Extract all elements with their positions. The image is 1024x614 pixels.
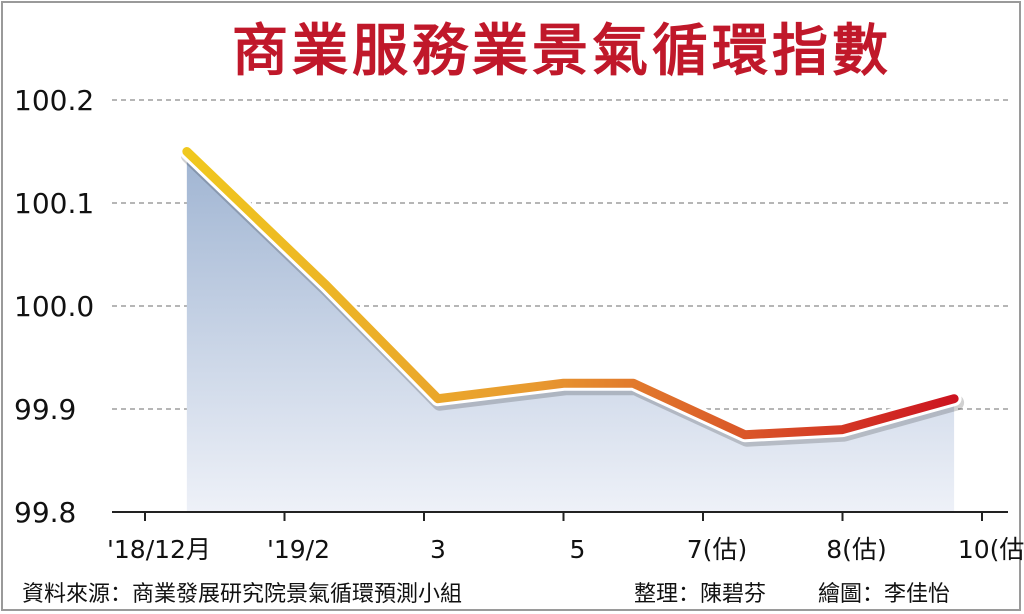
series-line (179, 144, 965, 447)
x-tick-labels: '18/12月 '19/2 3 5 7(估) 8(估) 10(估) (107, 535, 1024, 564)
series-line-path (182, 147, 959, 440)
y-tick-label: 99.8 (14, 496, 76, 529)
x-tick-label: 10(估) (958, 535, 1024, 564)
x-tick-label: 5 (570, 535, 586, 564)
x-tick-label: '18/12月 (107, 535, 211, 564)
footer-illustrator: 繪圖：李佳怡 (818, 582, 951, 607)
x-tick-label: 3 (430, 535, 446, 564)
y-tick-label: 100.0 (14, 290, 94, 323)
area-shape (186, 151, 955, 512)
x-axis (112, 511, 1008, 521)
x-tick-label: '19/2 (267, 535, 330, 564)
chart-title: 商業服務業景氣循環指數 (232, 19, 892, 84)
y-tick-label: 100.2 (14, 84, 94, 117)
footer-source: 資料來源：商業發展研究院景氣循環預測小組 (22, 582, 463, 607)
x-tick-label: 7(估) (687, 535, 747, 564)
y-tick-label: 100.1 (14, 187, 94, 220)
footer-editor: 整理：陳碧芬 (634, 582, 767, 607)
y-tick-labels: 100.2 100.1 100.0 99.9 99.8 (14, 84, 94, 529)
area-fill (186, 151, 955, 512)
x-tick-label: 8(估) (826, 535, 886, 564)
footer: 資料來源：商業發展研究院景氣循環預測小組 整理：陳碧芬 繪圖：李佳怡 (0, 566, 1024, 614)
y-tick-label: 99.9 (14, 393, 76, 426)
